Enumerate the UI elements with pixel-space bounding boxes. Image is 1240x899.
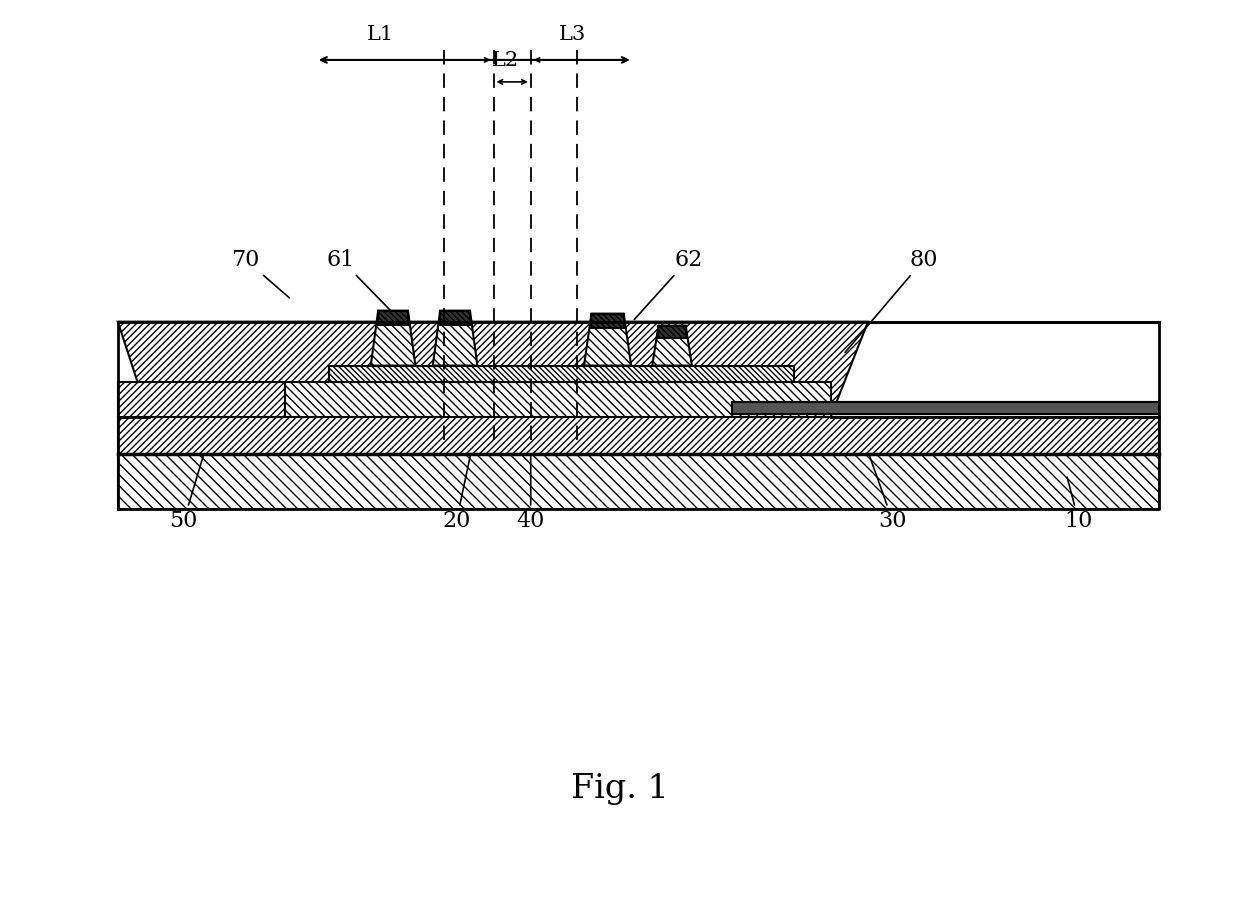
Polygon shape [371, 311, 415, 366]
Polygon shape [732, 402, 1159, 414]
Text: L3: L3 [559, 25, 587, 44]
Polygon shape [652, 325, 692, 366]
Polygon shape [433, 311, 477, 366]
Polygon shape [118, 455, 1159, 510]
Polygon shape [118, 416, 1159, 455]
Polygon shape [285, 381, 831, 416]
Text: Fig. 1: Fig. 1 [572, 773, 668, 806]
Polygon shape [329, 366, 794, 381]
Text: 70: 70 [232, 249, 289, 298]
Text: L1: L1 [367, 25, 394, 44]
Text: L2: L2 [492, 51, 520, 70]
Text: 20: 20 [443, 454, 471, 532]
Text: 80: 80 [844, 249, 937, 352]
Polygon shape [378, 311, 408, 325]
Text: 40: 40 [517, 454, 544, 532]
Polygon shape [732, 402, 1159, 414]
Polygon shape [658, 325, 686, 338]
Polygon shape [591, 314, 624, 327]
Polygon shape [118, 322, 868, 416]
Text: 50: 50 [170, 454, 203, 532]
Polygon shape [440, 311, 470, 325]
Text: 62: 62 [634, 249, 702, 319]
Text: 30: 30 [869, 454, 906, 532]
Polygon shape [118, 381, 285, 416]
Text: 10: 10 [1065, 477, 1092, 532]
Text: 61: 61 [327, 249, 407, 327]
Polygon shape [584, 314, 631, 366]
